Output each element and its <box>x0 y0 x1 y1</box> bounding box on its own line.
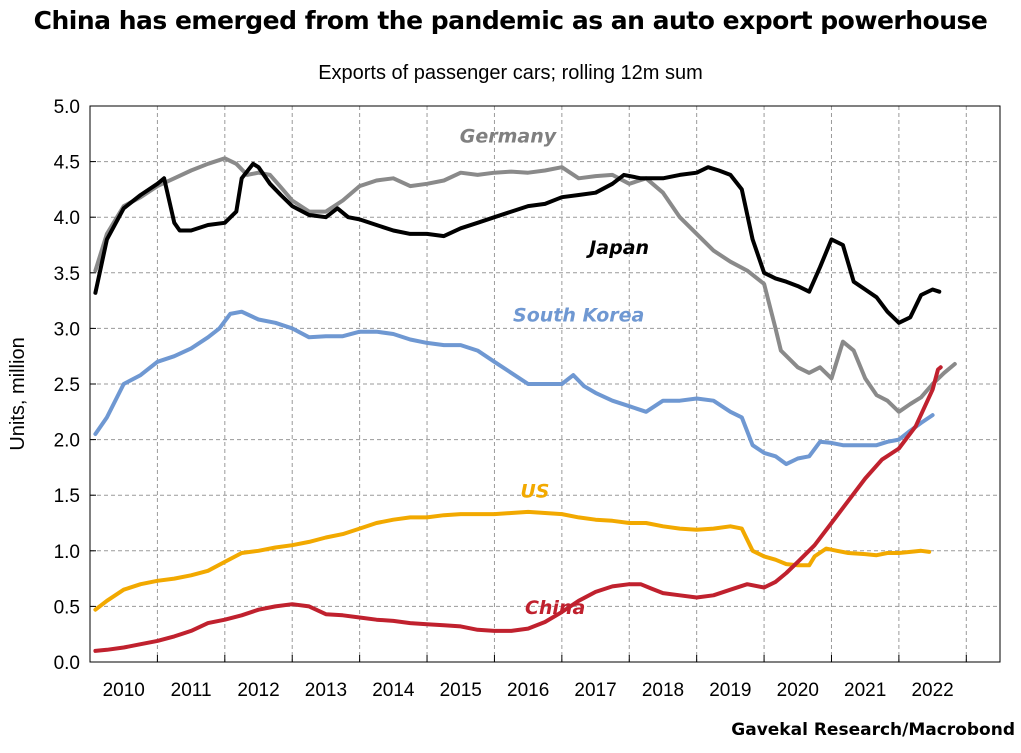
japan-line <box>93 161 942 325</box>
x-tick-label: 2020 <box>777 680 819 701</box>
germany-series-label: Germany <box>460 126 558 148</box>
us-line <box>93 509 932 612</box>
x-tick-label: 2014 <box>372 680 415 701</box>
chart-subtitle: Exports of passenger cars; rolling 12m s… <box>318 62 703 84</box>
x-tick-label: 2012 <box>237 680 279 701</box>
y-tick-label: 1.0 <box>54 542 80 563</box>
source-credit: Gavekal Research/Macrobond <box>731 720 1015 740</box>
japan-series-label: Japan <box>585 237 649 259</box>
x-tick-label: 2021 <box>844 680 886 701</box>
china-line <box>93 365 943 653</box>
x-tick-label: 2022 <box>911 680 953 701</box>
y-tick-label: 2.5 <box>54 375 80 396</box>
y-tick-label: 0.0 <box>54 653 80 674</box>
tick-marks <box>89 105 967 663</box>
x-tick-label: 2010 <box>103 680 145 701</box>
chart-title: China has emerged from the pandemic as a… <box>33 6 988 35</box>
x-tick-labels: 2010 2011 2012 2013 2014 2015 2016 2017 2018 2019… <box>103 680 954 701</box>
china-series-label: China <box>525 597 585 619</box>
south-korea-series-label: South Korea <box>513 305 644 327</box>
series-labels: Germany Japan South Korea US China <box>460 126 649 619</box>
germany-line <box>93 156 957 414</box>
x-tick-label: 2015 <box>440 680 482 701</box>
y-axis-label: Units, million <box>7 337 29 450</box>
y-tick-label: 2.0 <box>54 431 80 452</box>
y-tick-labels: 0.0 0.5 1.0 1.5 2.0 2.5 3.0 3.5 4.0 4.5 5.0 <box>54 97 80 674</box>
y-tick-label: 4.5 <box>54 153 80 174</box>
x-tick-label: 2011 <box>171 680 212 701</box>
x-tick-label: 2016 <box>507 680 549 701</box>
x-tick-label: 2013 <box>305 680 347 701</box>
y-tick-label: 5.0 <box>54 97 80 118</box>
y-tick-label: 4.0 <box>54 208 80 229</box>
us-series-label: US <box>520 480 549 502</box>
y-tick-label: 3.5 <box>54 264 80 285</box>
x-tick-label: 2017 <box>574 680 616 701</box>
south-korea-line <box>93 309 935 467</box>
y-tick-label: 1.5 <box>54 486 80 507</box>
series-lines <box>93 156 957 653</box>
gridlines <box>90 106 1000 662</box>
y-tick-label: 3.0 <box>54 319 80 340</box>
x-tick-label: 2018 <box>642 680 684 701</box>
x-tick-label: 2019 <box>709 680 751 701</box>
y-tick-label: 0.5 <box>54 597 80 618</box>
